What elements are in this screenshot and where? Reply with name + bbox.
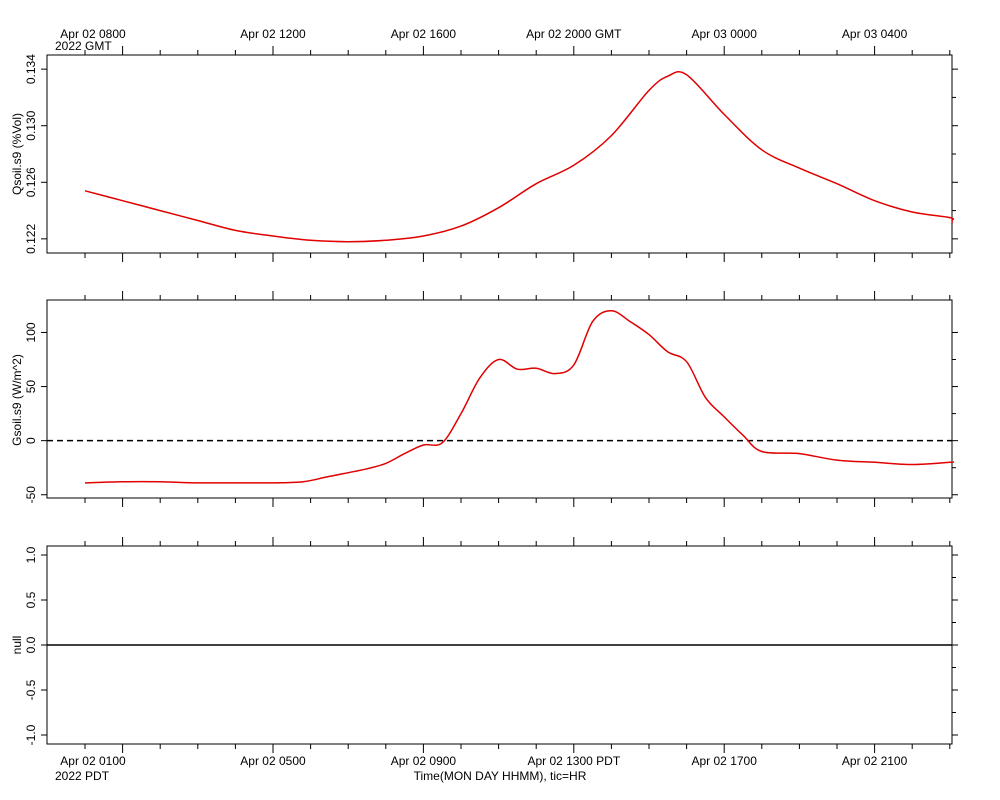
- panel-gsoil: Gsoil.s9 (W/m^2): [10, 299, 953, 499]
- y-tick-label-1-1: 0: [24, 437, 38, 444]
- y-tick-label-2-2: 0.0: [24, 636, 38, 653]
- series-line-0-0: [84, 70, 955, 243]
- y-tick-label-1-2: 50: [24, 380, 38, 394]
- bottom-tick-label-5: Apr 02 2100: [842, 754, 908, 768]
- y-tick-label-2-3: 0.5: [24, 591, 38, 608]
- top-tick-label-4: Apr 03 0000: [692, 27, 758, 41]
- y-axis-label-3: null: [10, 636, 24, 655]
- y-tick-label-0-1: 0.126: [24, 167, 38, 197]
- y-axis-label-2: Gsoil.s9 (W/m^2): [10, 354, 24, 446]
- bottom-tick-label-3: Apr 02 1300 PDT: [527, 754, 620, 768]
- x-axis-title: Time(MON DAY HHMM), tic=HR: [414, 769, 587, 783]
- bottom-time-axis: 2022 PDT Time(MON DAY HHMM), tic=HR: [55, 769, 587, 783]
- y-tick-label-1-0: -50: [24, 486, 38, 504]
- bottom-axis-year-label: 2022 PDT: [55, 769, 110, 783]
- bottom-tick-label-1: Apr 02 0500: [240, 754, 306, 768]
- y-tick-label-1-3: 100: [24, 322, 38, 342]
- bottom-tick-label-2: Apr 02 0900: [391, 754, 457, 768]
- top-tick-label-0: Apr 02 0800: [60, 27, 126, 41]
- y-tick-label-2-1: -0.5: [24, 679, 38, 700]
- y-axis-label-1: Qsoil.s9 (%Vol): [10, 113, 24, 195]
- top-tick-label-5: Apr 03 0400: [842, 27, 908, 41]
- y-tick-label-0-3: 0.134: [24, 54, 38, 84]
- panel-qsoil: Qsoil.s9 (%Vol): [10, 54, 953, 254]
- panel-frame-2: [46, 299, 953, 499]
- y-tick-label-0-2: 0.130: [24, 110, 38, 140]
- y-tick-label-2-0: -1.0: [24, 724, 38, 745]
- top-tick-label-1: Apr 02 1200: [240, 27, 306, 41]
- top-time-axis: 2022 GMT: [55, 39, 112, 53]
- series-line-1-0: [84, 310, 955, 484]
- panel-frame-1: [46, 54, 953, 254]
- top-tick-label-3: Apr 02 2000 GMT: [526, 27, 622, 41]
- y-tick-label-0-0: 0.122: [24, 224, 38, 254]
- top-axis-year-label: 2022 GMT: [55, 39, 112, 53]
- top-tick-label-2: Apr 02 1600: [391, 27, 457, 41]
- y-tick-label-2-4: 1.0: [24, 546, 38, 563]
- bottom-tick-label-4: Apr 02 1700: [692, 754, 758, 768]
- bottom-tick-label-0: Apr 02 0100: [60, 754, 126, 768]
